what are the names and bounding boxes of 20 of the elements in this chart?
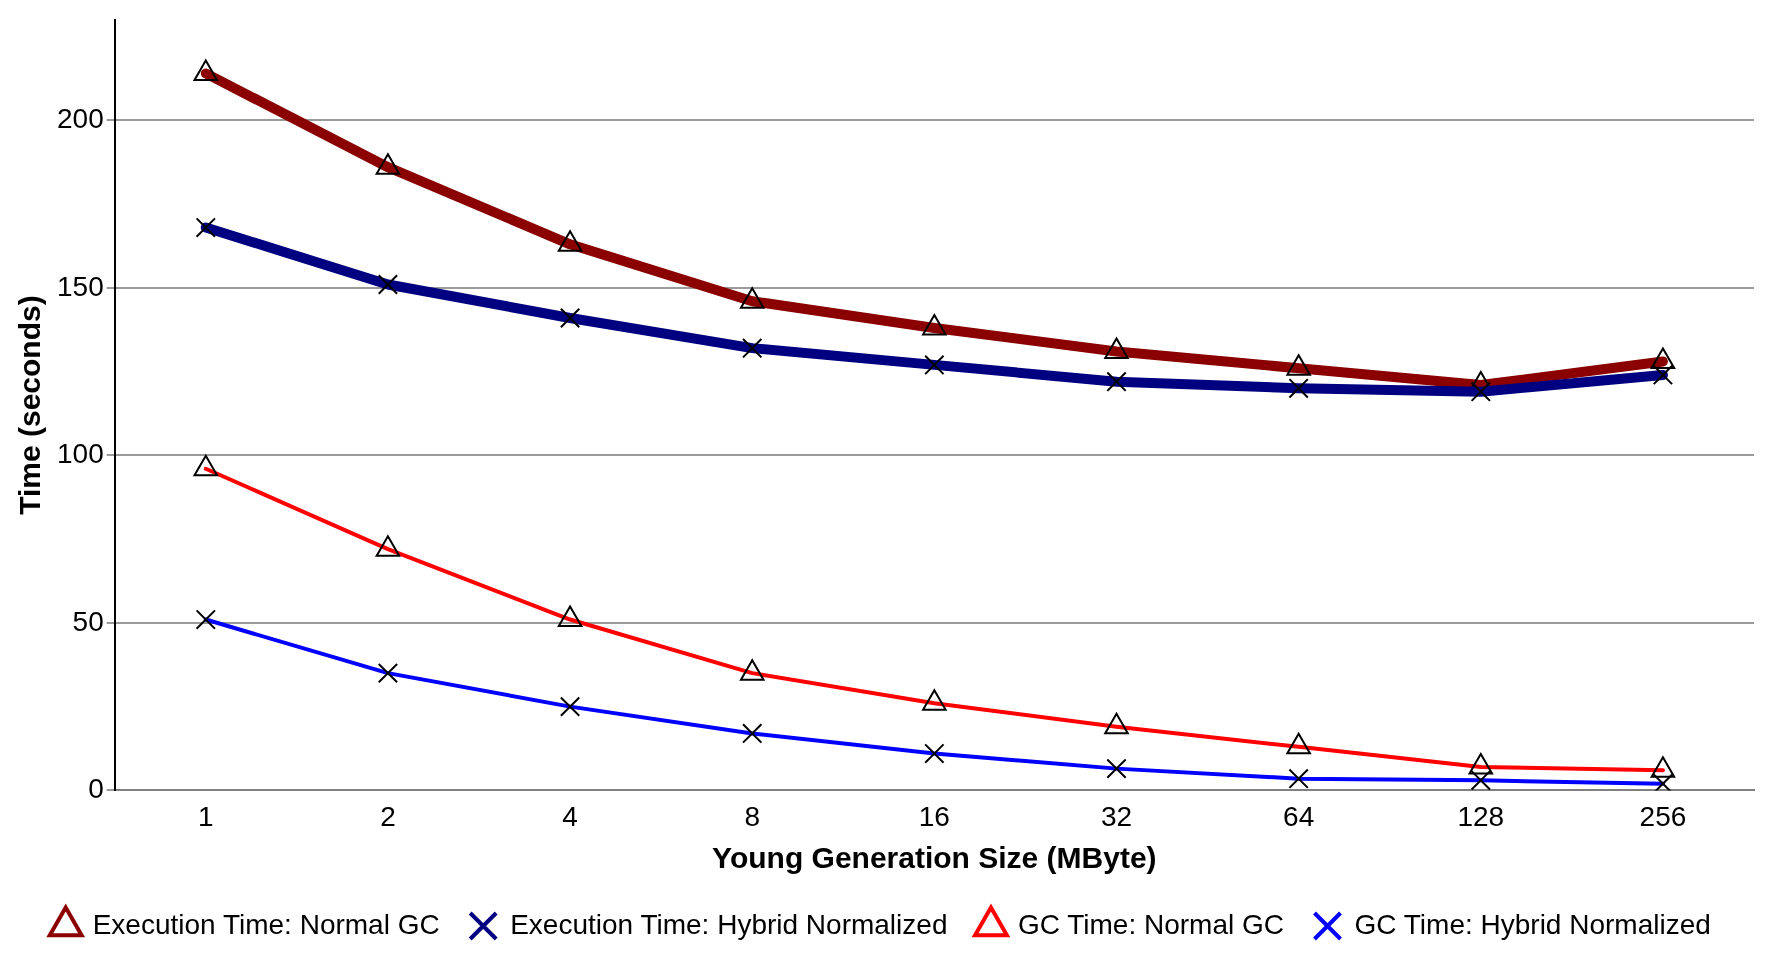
- y-tick-label: 0: [88, 773, 104, 805]
- legend-label: Execution Time: Normal GC: [92, 908, 440, 940]
- legend-label: GC Time: Hybrid Normalized: [1354, 908, 1711, 940]
- x-tick-label: 4: [562, 800, 578, 832]
- x-tick-label: 16: [918, 800, 950, 832]
- y-tick-label: 50: [72, 605, 104, 637]
- x-tick-label: 1: [198, 800, 214, 832]
- x-tick-label: 64: [1283, 800, 1315, 832]
- y-tick-label: 100: [57, 438, 104, 470]
- y-tick-label: 150: [57, 270, 104, 302]
- legend-label: GC Time: Normal GC: [1017, 908, 1284, 940]
- x-tick-label: 8: [744, 800, 760, 832]
- x-tick-label: 128: [1457, 800, 1505, 832]
- y-tick-label: 200: [57, 103, 104, 135]
- x-tick-label: 256: [1639, 800, 1687, 832]
- x-axis-title: Young Generation Size (MByte): [712, 841, 1157, 875]
- y-axis-title: Time (seconds): [13, 295, 47, 515]
- x-tick-label: 2: [380, 800, 396, 832]
- x-tick-label: 32: [1100, 800, 1133, 832]
- legend-label: Execution Time: Hybrid Normalized: [510, 908, 948, 940]
